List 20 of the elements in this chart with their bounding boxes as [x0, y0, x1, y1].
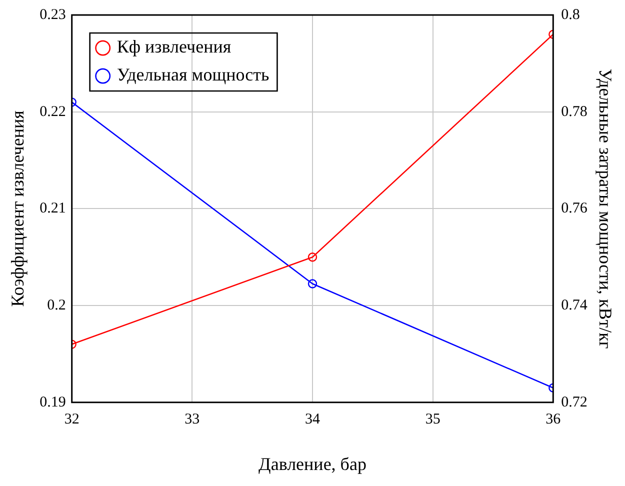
x-axis-title: Давление, бар: [258, 454, 366, 474]
x-tick-label: 34: [305, 411, 320, 428]
y-tick-label: 0.2: [47, 297, 66, 314]
x-tick-label: 36: [546, 411, 562, 428]
legend-label: Кф извлечения: [116, 36, 232, 57]
x-tick-label: 33: [184, 411, 200, 428]
legend-label: Удельная мощность: [116, 64, 270, 85]
y2-tick-label: 0.74: [561, 297, 588, 314]
y-tick-label: 0.22: [40, 104, 66, 120]
y-tick-label: 0.19: [40, 394, 66, 410]
x-tick-label: 35: [425, 411, 440, 428]
y2-tick-label: 0.78: [561, 104, 588, 120]
y2-tick-label: 0.76: [561, 200, 588, 217]
y-tick-label: 0.21: [40, 200, 66, 217]
y-tick-label: 0.23: [40, 6, 66, 23]
x-tick-label: 32: [64, 411, 80, 428]
y-axis-title: Коэффициент извлечения: [8, 110, 28, 307]
y2-tick-label: 0.72: [561, 394, 588, 410]
y2-tick-label: 0.8: [561, 6, 580, 23]
y2-axis-title: Удельные затраты мощности, кВт/кг: [595, 68, 616, 349]
